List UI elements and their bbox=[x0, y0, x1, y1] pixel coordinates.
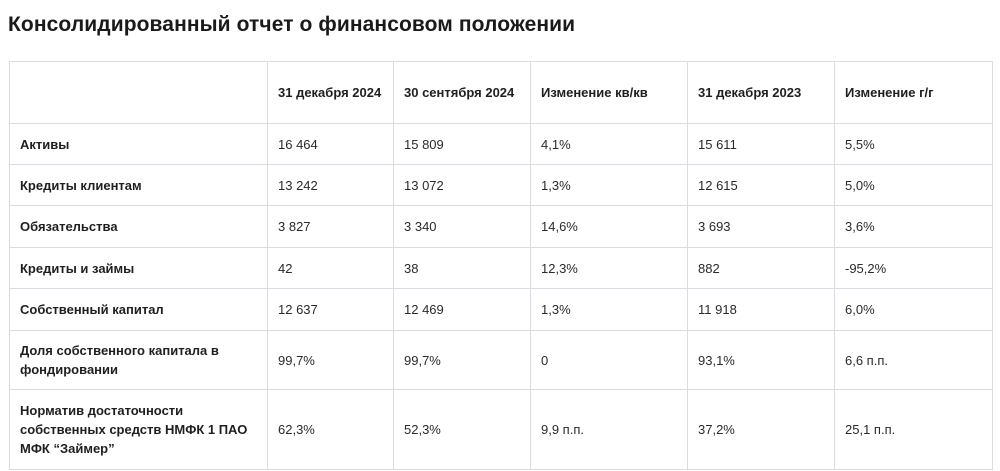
table-row: Доля собственного капитала в фондировани… bbox=[9, 330, 993, 390]
table-cell: 62,3% bbox=[267, 389, 394, 470]
table-cell: 0 bbox=[530, 330, 688, 390]
row-label: Доля собственного капитала в фондировани… bbox=[9, 330, 268, 390]
table-header-row: 31 декабря 2024 30 сентября 2024 Изменен… bbox=[9, 61, 993, 124]
header-cell-dec-2024: 31 декабря 2024 bbox=[267, 61, 394, 124]
table-cell: 1,3% bbox=[530, 164, 688, 206]
table-cell: 6,6 п.п. bbox=[834, 330, 993, 390]
row-label: Кредиты клиентам bbox=[9, 164, 268, 206]
header-cell-change-yoy: Изменение г/г bbox=[834, 61, 993, 124]
page-title: Консолидированный отчет о финансовом пол… bbox=[8, 13, 576, 36]
table-cell: 37,2% bbox=[687, 389, 835, 470]
table-cell: 99,7% bbox=[267, 330, 394, 390]
table-cell: 4,1% bbox=[530, 123, 688, 165]
table-row: Обязательства 3 827 3 340 14,6% 3 693 3,… bbox=[9, 205, 993, 248]
header-cell-empty bbox=[9, 61, 268, 124]
row-label: Собственный капитал bbox=[9, 288, 268, 331]
table-cell: 9,9 п.п. bbox=[530, 389, 688, 470]
table-cell: 99,7% bbox=[393, 330, 531, 390]
header-cell-dec-2023: 31 декабря 2023 bbox=[687, 61, 835, 124]
table-cell: 3 693 bbox=[687, 205, 835, 248]
table-cell: 16 464 bbox=[267, 123, 394, 165]
table-cell: 11 918 bbox=[687, 288, 835, 331]
table-cell: 882 bbox=[687, 247, 835, 289]
financial-position-table: 31 декабря 2024 30 сентября 2024 Изменен… bbox=[9, 61, 993, 470]
table-cell: 13 242 bbox=[267, 164, 394, 206]
table-cell: 3 827 bbox=[267, 205, 394, 248]
row-label: Активы bbox=[9, 123, 268, 165]
table-row: Активы 16 464 15 809 4,1% 15 611 5,5% bbox=[9, 123, 993, 165]
header-cell-sep-2024: 30 сентября 2024 bbox=[393, 61, 531, 124]
row-label: Кредиты и займы bbox=[9, 247, 268, 289]
table-row: Кредиты и займы 42 38 12,3% 882 -95,2% bbox=[9, 247, 993, 289]
table-cell: 15 809 bbox=[393, 123, 531, 165]
table-cell: 3,6% bbox=[834, 205, 993, 248]
table-cell: 42 bbox=[267, 247, 394, 289]
table-cell: 12 615 bbox=[687, 164, 835, 206]
table-cell: 12 637 bbox=[267, 288, 394, 331]
table-cell: 6,0% bbox=[834, 288, 993, 331]
table-cell: 14,6% bbox=[530, 205, 688, 248]
table-cell: -95,2% bbox=[834, 247, 993, 289]
table-row: Собственный капитал 12 637 12 469 1,3% 1… bbox=[9, 288, 993, 331]
table-cell: 38 bbox=[393, 247, 531, 289]
table-cell: 12,3% bbox=[530, 247, 688, 289]
row-label: Обязательства bbox=[9, 205, 268, 248]
header-cell-change-qoq: Изменение кв/кв bbox=[530, 61, 688, 124]
table-cell: 25,1 п.п. bbox=[834, 389, 993, 470]
table-row: Кредиты клиентам 13 242 13 072 1,3% 12 6… bbox=[9, 164, 993, 206]
table-cell: 13 072 bbox=[393, 164, 531, 206]
row-label: Норматив достаточности собственных средс… bbox=[9, 389, 268, 470]
table-cell: 12 469 bbox=[393, 288, 531, 331]
table-cell: 1,3% bbox=[530, 288, 688, 331]
table-row: Норматив достаточности собственных средс… bbox=[9, 389, 993, 470]
table-cell: 5,5% bbox=[834, 123, 993, 165]
table-cell: 52,3% bbox=[393, 389, 531, 470]
table-cell: 3 340 bbox=[393, 205, 531, 248]
table-cell: 5,0% bbox=[834, 164, 993, 206]
table-cell: 93,1% bbox=[687, 330, 835, 390]
table-cell: 15 611 bbox=[687, 123, 835, 165]
